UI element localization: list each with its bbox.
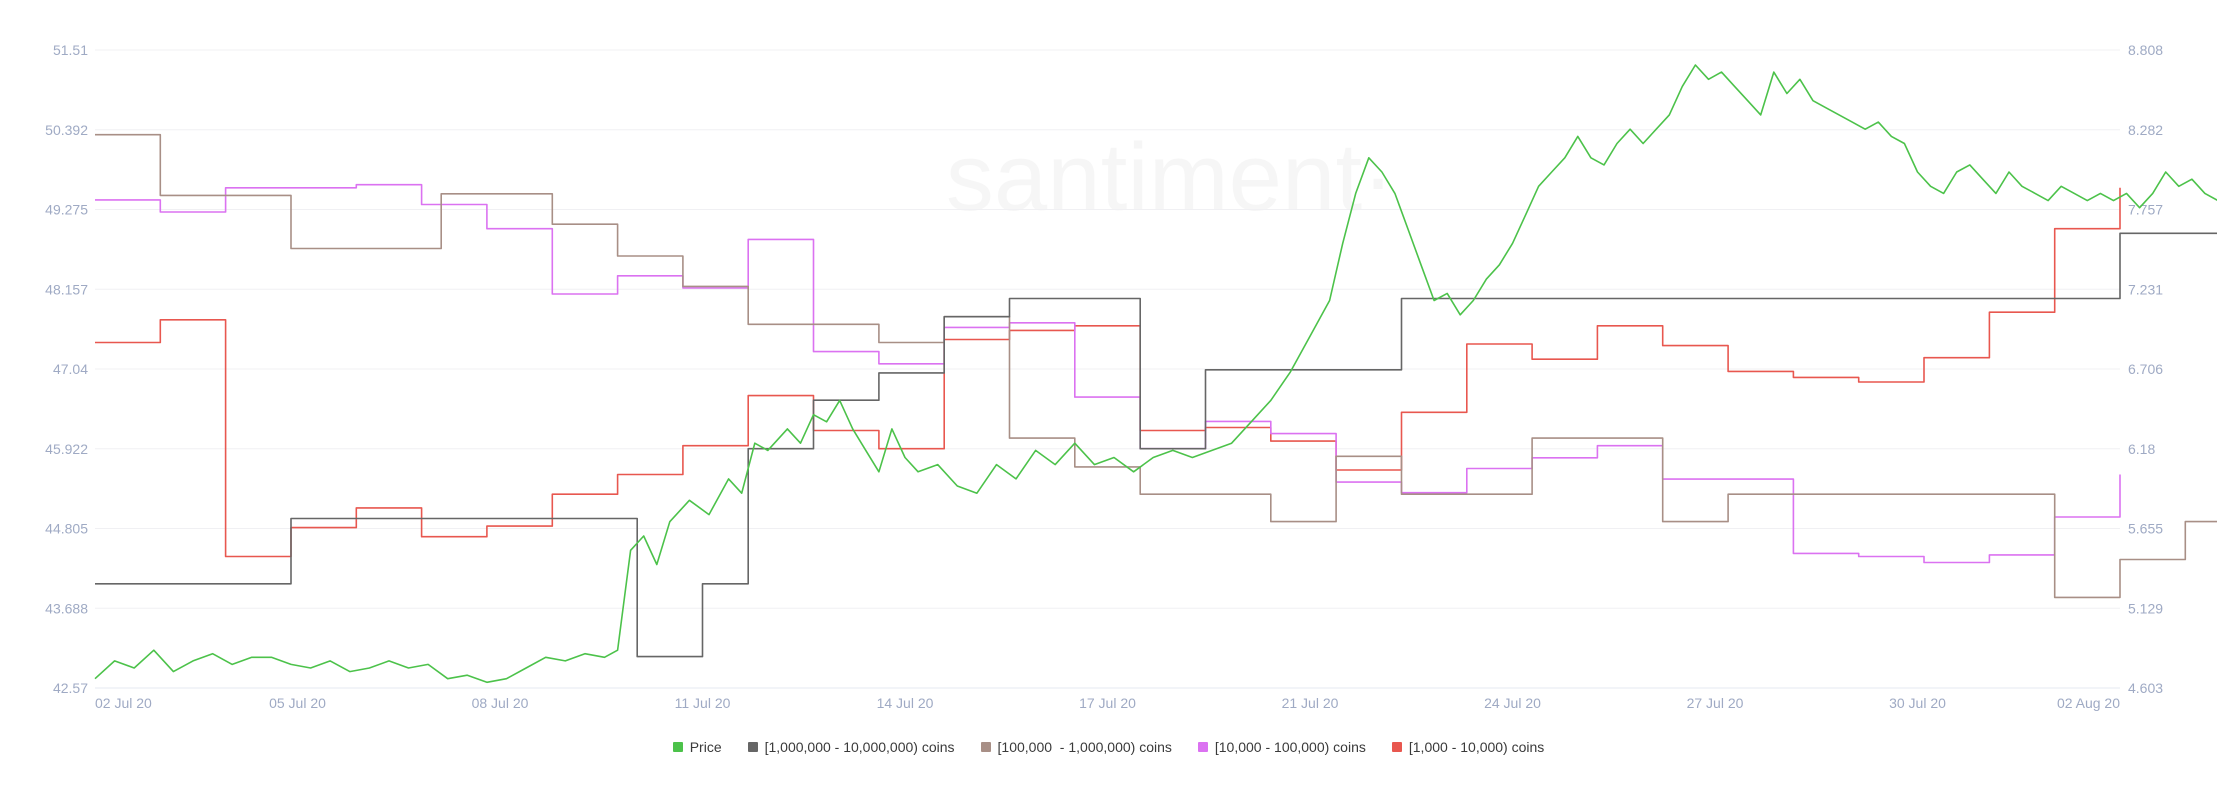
- y-left-tick-label: 50.392: [45, 122, 88, 138]
- x-tick-label: 24 Jul 20: [1484, 695, 1541, 711]
- legend-item[interactable]: Price: [672, 739, 722, 755]
- legend-item[interactable]: [10,000 - 100,000) coins: [1197, 739, 1366, 755]
- y-right-tick-label: 7.757: [2128, 202, 2163, 218]
- x-tick-label: 11 Jul 20: [675, 695, 731, 711]
- y-right-tick-label: 4.603: [2128, 680, 2163, 696]
- x-tick-label: 02 Jul 20: [95, 695, 152, 711]
- legend-item[interactable]: [100,000 - 1,000,000) coins: [980, 739, 1172, 755]
- y-right-tick-label: 8.282: [2128, 122, 2163, 138]
- legend-label: [1,000 - 10,000) coins: [1408, 739, 1545, 755]
- y-left-tick-label: 43.688: [45, 600, 88, 616]
- legend-item[interactable]: [1,000,000 - 10,000,000) coins: [747, 739, 955, 755]
- series-layer: [94, 64, 2217, 684]
- legend-label: [100,000 - 1,000,000) coins: [997, 739, 1172, 755]
- legend-swatch: [747, 742, 758, 752]
- y-right-tick-label: 6.18: [2128, 441, 2155, 457]
- legend-swatch: [1197, 742, 1208, 752]
- y-left-tick-label: 47.04: [53, 361, 88, 377]
- y-right-tick-label: 6.706: [2128, 361, 2163, 377]
- x-tick-label: 05 Jul 20: [269, 695, 326, 711]
- y-left-tick-label: 49.275: [45, 202, 88, 218]
- legend-item[interactable]: [1,000 - 10,000) coins: [1391, 739, 1545, 755]
- x-tick-label: 27 Jul 20: [1687, 695, 1744, 711]
- y-right-tick-label: 8.808: [2128, 42, 2163, 58]
- y-left-axis: 42.57 43.688 44.805 45.922 47.04 48.157 49.275…: [45, 42, 88, 696]
- y-right-tick-label: 7.231: [2128, 281, 2163, 297]
- y-left-tick-label: 45.922: [45, 441, 88, 457]
- y-left-tick-label: 51.51: [53, 42, 88, 58]
- y-right-tick-label: 5.655: [2128, 521, 2163, 537]
- series-line-1-000-10-000-coins: [95, 187, 2121, 558]
- y-left-tick-label: 44.805: [45, 521, 88, 537]
- y-left-tick-label: 48.157: [45, 281, 88, 297]
- x-tick-label: 02 Aug 20: [2057, 695, 2120, 711]
- gridlines: [95, 49, 2120, 689]
- chart-svg: santiment· 42.5743.68844.80545.92247.044…: [45, 42, 2217, 711]
- series-line-price: [94, 64, 2217, 684]
- x-tick-label: 14 Jul 20: [877, 695, 934, 711]
- y-right-axis: 4.603 5.129 5.655 6.18 6.706 7.231 7.757 8.282 8…: [2128, 42, 2163, 696]
- series-line-1-000-000-10-000-000-coins: [95, 232, 2217, 658]
- legend-swatch: [980, 742, 991, 752]
- x-tick-label: 17 Jul 20: [1079, 695, 1136, 711]
- x-tick-label: 21 Jul 20: [1282, 695, 1339, 711]
- x-axis: 02 Jul 20 05 Jul 20 08 Jul 20 11 Jul 20 14 J…: [95, 687, 2120, 711]
- legend-label: Price: [689, 739, 722, 755]
- legend-label: [10,000 - 100,000) coins: [1214, 739, 1366, 755]
- series-line-10-000-100-000-coins: [95, 183, 2121, 564]
- legend-swatch: [672, 742, 683, 752]
- x-tick-label: 08 Jul 20: [472, 695, 529, 711]
- legend-label: [1,000,000 - 10,000,000) coins: [764, 739, 955, 755]
- legend-swatch: [1391, 742, 1402, 752]
- y-right-tick-label: 5.129: [2128, 600, 2163, 616]
- legend: Price [1,000,000 - 10,000,000) coins [100,…: [0, 734, 2217, 760]
- watermark-text: santiment·: [946, 124, 1394, 231]
- x-tick-label: 30 Jul 20: [1889, 695, 1946, 711]
- y-left-tick-label: 42.57: [53, 680, 88, 696]
